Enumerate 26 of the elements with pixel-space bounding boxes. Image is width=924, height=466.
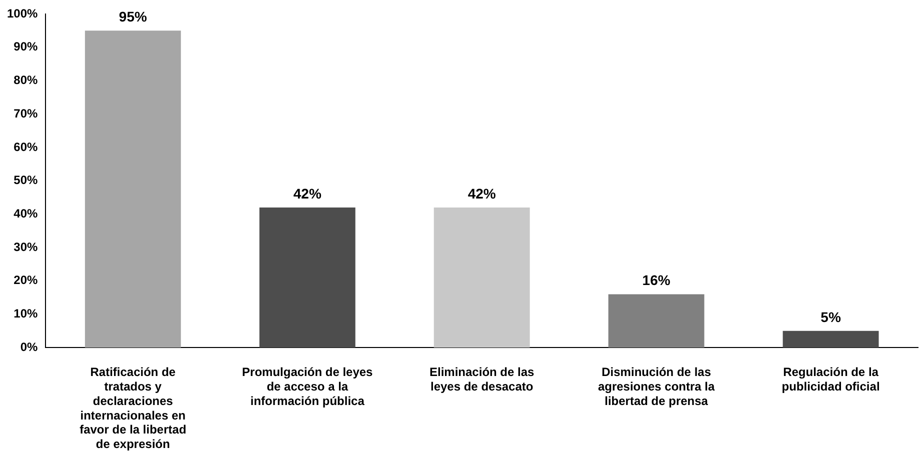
y-tick-label: 0% bbox=[20, 340, 38, 354]
y-tick-label: 100% bbox=[6, 6, 38, 20]
bar bbox=[782, 330, 879, 348]
y-tick-label: 70% bbox=[14, 106, 38, 120]
data-label: 42% bbox=[468, 185, 496, 202]
data-label: 5% bbox=[820, 308, 842, 325]
y-tick-label: 90% bbox=[14, 40, 38, 54]
y-tick-label: 50% bbox=[14, 173, 38, 188]
x-tick-label: Regulación de la publicidad oficial bbox=[782, 365, 880, 394]
y-tick-label: 10% bbox=[14, 306, 38, 321]
bar bbox=[84, 30, 181, 348]
bar bbox=[608, 294, 704, 348]
y-tick-label: 80% bbox=[14, 73, 38, 88]
bar bbox=[434, 207, 530, 348]
y-tick-label: 20% bbox=[14, 273, 38, 288]
data-label: 16% bbox=[642, 272, 671, 288]
data-label: 42% bbox=[293, 185, 322, 202]
bar bbox=[259, 207, 356, 348]
y-tick-label: 40% bbox=[14, 206, 38, 220]
y-tick-label: 60% bbox=[14, 140, 38, 154]
data-label: 95% bbox=[118, 8, 148, 25]
y-tick-label: 30% bbox=[14, 240, 38, 254]
x-tick-label: Eliminación de las leyes de desacato bbox=[429, 365, 535, 394]
x-tick-label: Disminución de las agresiones contra la libertad de prensa bbox=[598, 365, 715, 408]
x-tick-label: Promulgación de leyes de acceso a la información pública bbox=[242, 365, 374, 408]
x-tick-label: Ratificación de tratados y declaraciones internacionales en favor de la libertad de expresión bbox=[80, 365, 186, 452]
